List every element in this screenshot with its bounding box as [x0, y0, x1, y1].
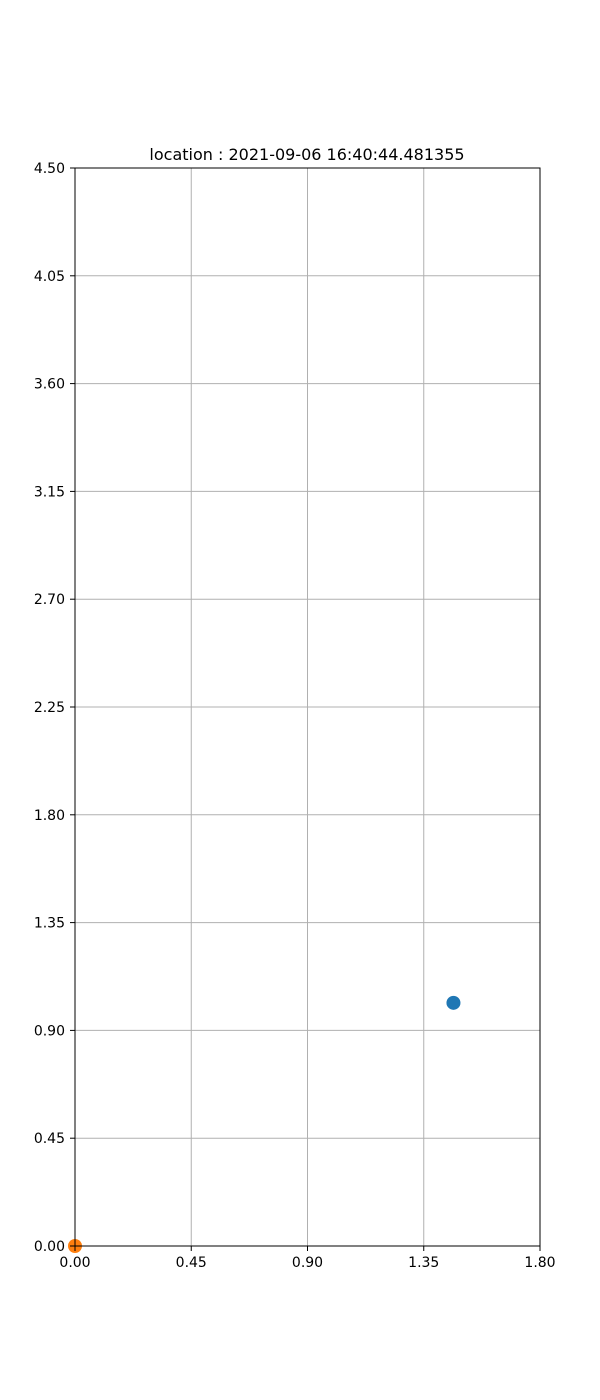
chart-title: location : 2021-09-06 16:40:44.481355: [149, 145, 464, 164]
axes-layer: [70, 167, 541, 1251]
y-tick-label: 0.00: [34, 1239, 65, 1255]
data-point: [446, 995, 461, 1010]
x-tick-label: 1.35: [408, 1255, 439, 1271]
y-tick-label: 4.50: [34, 161, 65, 177]
x-tick-label: 0.00: [59, 1255, 90, 1271]
data-layer: [68, 995, 461, 1253]
y-tick-label: 2.70: [34, 592, 65, 608]
grid-layer: [74, 167, 541, 1247]
y-tick-label: 0.90: [34, 1023, 65, 1039]
y-tick-label: 1.35: [34, 916, 65, 932]
y-tick-label: 3.15: [34, 484, 65, 500]
y-tick-label: 4.05: [34, 269, 65, 285]
y-tick-label: 2.25: [34, 700, 65, 716]
y-tick-label: 3.60: [34, 377, 65, 393]
x-tick-label: 0.45: [176, 1255, 207, 1271]
labels-layer: 0.00 0.45 0.90 1.35 1.80 0.00 0.45 0.90 1.35 1.80…: [34, 161, 556, 1271]
x-tick-label: 1.80: [524, 1255, 555, 1271]
y-tick-label: 0.45: [34, 1131, 65, 1147]
y-tick-label: 1.80: [34, 808, 65, 824]
x-tick-label: 0.90: [292, 1255, 323, 1271]
